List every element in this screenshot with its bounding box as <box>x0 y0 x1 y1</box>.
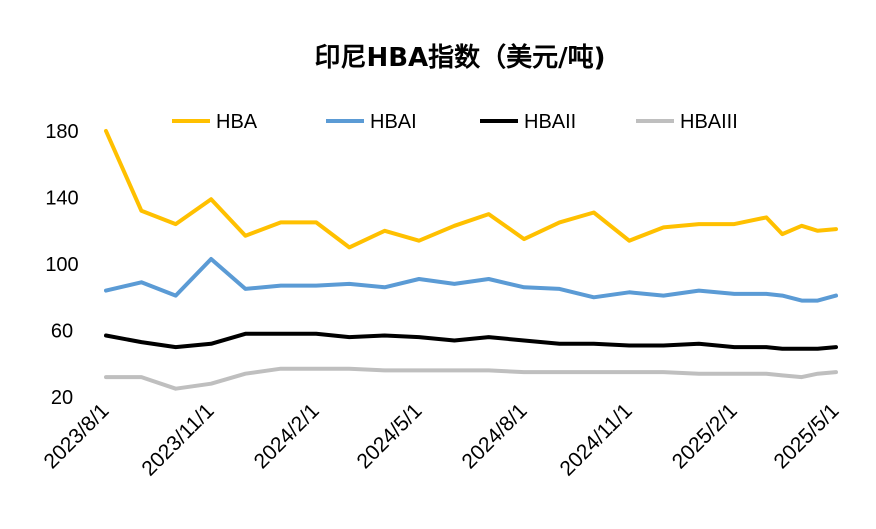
y-tick-label: 180 <box>45 121 78 143</box>
y-axis: 20 60 100 140 180 <box>45 121 78 409</box>
x-tick-label: 2025/2/1 <box>668 399 742 473</box>
series-line-hbaii <box>104 331 838 351</box>
x-tick-label: 2024/2/1 <box>250 399 324 473</box>
x-tick-label: 2025/5/1 <box>769 399 843 473</box>
x-axis: 2023/8/1 2023/11/1 2024/2/1 2024/5/1 2024/8/… <box>39 399 843 480</box>
chart-title: 印尼HBA指数（美元/吨) <box>314 42 605 73</box>
y-tick-label: 20 <box>51 387 73 409</box>
legend-label-hbaii: HBAII <box>524 111 576 133</box>
y-tick-label: 60 <box>51 321 73 343</box>
y-tick-label: 140 <box>45 188 78 210</box>
plot-area <box>104 129 838 391</box>
x-tick-label: 2023/11/1 <box>137 399 218 480</box>
legend: HBA HBAI HBAII HBAIII <box>172 111 738 133</box>
legend-label-hbaiii: HBAIII <box>680 111 738 133</box>
x-tick-label: 2024/8/1 <box>458 399 532 473</box>
x-tick-label: 2024/5/1 <box>352 399 426 473</box>
series-line-hba <box>104 129 838 250</box>
x-tick-label: 2023/8/1 <box>39 399 113 473</box>
legend-label-hba: HBA <box>216 111 258 133</box>
y-tick-label: 100 <box>45 254 78 276</box>
series-line-hbai <box>104 257 838 303</box>
series-line-hbaiii <box>104 366 838 391</box>
legend-label-hbai: HBAI <box>370 111 417 133</box>
x-tick-label: 2024/11/1 <box>556 399 637 480</box>
